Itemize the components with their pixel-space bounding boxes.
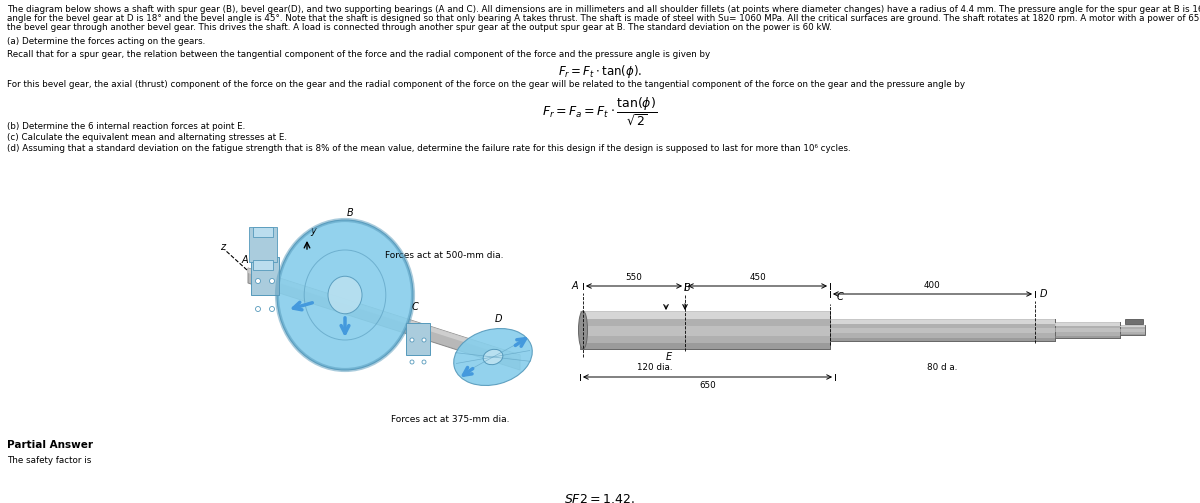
- Ellipse shape: [256, 279, 260, 284]
- Bar: [580, 311, 830, 319]
- Text: z: z: [220, 242, 226, 252]
- Text: B: B: [347, 208, 353, 218]
- Bar: [580, 326, 830, 336]
- Bar: [1120, 325, 1145, 327]
- Bar: [1055, 328, 1120, 332]
- Text: angle for the bevel gear at D is 18° and the bevel angle is 45°. Note that the s: angle for the bevel gear at D is 18° and…: [7, 14, 1200, 23]
- Text: 550: 550: [625, 273, 642, 282]
- Bar: [830, 319, 1055, 341]
- Bar: [1120, 329, 1145, 331]
- Text: (b) Determine the 6 internal reaction forces at point E.: (b) Determine the 6 internal reaction fo…: [7, 122, 245, 131]
- Ellipse shape: [410, 360, 414, 364]
- Ellipse shape: [410, 338, 414, 342]
- Text: 650: 650: [700, 381, 716, 390]
- Text: (c) Calculate the equivalent mean and alternating stresses at E.: (c) Calculate the equivalent mean and al…: [7, 133, 287, 142]
- Text: A: A: [571, 281, 578, 291]
- Ellipse shape: [484, 349, 503, 365]
- Text: The safety factor is: The safety factor is: [7, 456, 91, 465]
- Text: Partial Answer: Partial Answer: [7, 440, 94, 450]
- Bar: [580, 344, 830, 349]
- Polygon shape: [248, 268, 520, 360]
- Text: For this bevel gear, the axial (thrust) component of the force on the gear and t: For this bevel gear, the axial (thrust) …: [7, 80, 965, 89]
- Text: B: B: [684, 283, 690, 293]
- Bar: [830, 338, 1055, 341]
- Bar: [830, 319, 1055, 324]
- Text: C: C: [412, 302, 419, 312]
- Bar: [253, 260, 274, 270]
- Text: (a) Determine the forces acting on the gears.: (a) Determine the forces acting on the g…: [7, 37, 205, 46]
- Text: Recall that for a spur gear, the relation between the tangential component of th: Recall that for a spur gear, the relatio…: [7, 50, 710, 59]
- Text: the bevel gear through another bevel gear. This drives the shaft. A load is conn: the bevel gear through another bevel gea…: [7, 23, 832, 32]
- Ellipse shape: [270, 279, 275, 284]
- Ellipse shape: [578, 311, 588, 349]
- Text: 400: 400: [924, 281, 941, 290]
- Text: E: E: [666, 352, 672, 362]
- Text: $F_r = F_t \cdot \tan(\phi)$.: $F_r = F_t \cdot \tan(\phi)$.: [558, 63, 642, 80]
- Ellipse shape: [422, 360, 426, 364]
- Text: A: A: [241, 255, 248, 265]
- Text: C: C: [836, 292, 844, 302]
- Text: $F_r = F_a = F_t \cdot \dfrac{\tan(\phi)}{\sqrt{2}}$: $F_r = F_a = F_t \cdot \dfrac{\tan(\phi)…: [542, 96, 658, 128]
- Ellipse shape: [256, 306, 260, 311]
- Text: 450: 450: [749, 273, 766, 282]
- Bar: [830, 328, 1055, 333]
- Text: (d) Assuming that a standard deviation on the fatigue strength that is 8% of the: (d) Assuming that a standard deviation o…: [7, 144, 851, 153]
- Bar: [1126, 319, 1142, 324]
- Ellipse shape: [328, 276, 362, 314]
- Polygon shape: [248, 268, 520, 370]
- Text: 80 d a.: 80 d a.: [928, 363, 958, 372]
- Bar: [250, 227, 277, 262]
- Text: D: D: [494, 314, 502, 324]
- Text: D: D: [1039, 289, 1046, 299]
- Ellipse shape: [422, 338, 426, 342]
- Text: Forces act at 500-mm dia.: Forces act at 500-mm dia.: [385, 250, 504, 260]
- Ellipse shape: [277, 220, 413, 370]
- Bar: [1055, 336, 1120, 338]
- Bar: [1055, 322, 1120, 325]
- Bar: [251, 257, 278, 295]
- Bar: [1055, 322, 1120, 338]
- Text: y: y: [310, 226, 316, 236]
- Text: 120 dia.: 120 dia.: [637, 363, 673, 372]
- Bar: [1120, 325, 1145, 335]
- Ellipse shape: [454, 328, 533, 385]
- Bar: [253, 227, 274, 237]
- Text: Forces act at 375-mm dia.: Forces act at 375-mm dia.: [391, 415, 509, 425]
- Bar: [1120, 333, 1145, 335]
- Bar: [406, 323, 430, 355]
- Ellipse shape: [270, 306, 275, 311]
- Text: $SF2= 1.42$.: $SF2= 1.42$.: [564, 493, 636, 503]
- Text: The diagram below shows a shaft with spur gear (B), bevel gear(D), and two suppo: The diagram below shows a shaft with spu…: [7, 5, 1200, 14]
- Bar: [580, 311, 830, 349]
